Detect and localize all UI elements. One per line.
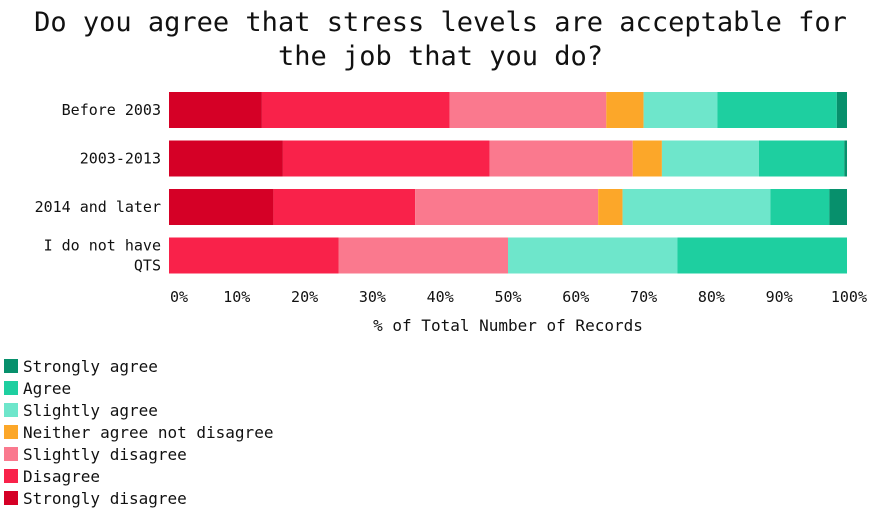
bar-2014-and-later-strongly-agree	[829, 189, 847, 225]
bar-2014-and-later-strongly-disagree	[169, 189, 274, 225]
legend-label-disagree: Disagree	[23, 466, 101, 486]
chart-legend: Strongly agree Agree Slightly agree Neither…	[4, 355, 273, 509]
chart-title-line-2: the job that you do?	[277, 41, 604, 72]
bar-2003-2013-slightly-disagree	[489, 140, 633, 177]
chart-title-line-1: Do you agree that stress levels are acce…	[34, 7, 847, 38]
bar-i-do-not-have-qts-slightly-disagree	[338, 237, 508, 274]
bar-before-2003-slightly-agree	[643, 92, 718, 128]
legend-item-slightly-disagree: Slightly disagree	[4, 443, 273, 465]
bar-2003-2013-strongly-agree	[844, 140, 847, 177]
bar-2014-and-later-slightly-agree	[622, 189, 771, 225]
x-tick-label-40: 40%	[427, 288, 454, 306]
y-tick-label-i-do-not-have-qts: I do not have QTS	[44, 237, 161, 275]
bar-2003-2013-strongly-disagree	[169, 140, 283, 177]
bar-before-2003-strongly-agree	[836, 92, 847, 128]
x-tick-label-90: 90%	[766, 288, 793, 306]
bar-2003-2013-agree	[758, 140, 845, 177]
bar-i-do-not-have-qts-slightly-agree	[508, 237, 678, 274]
legend-swatch-neither-agree-not-disagree	[4, 425, 18, 439]
legend-swatch-disagree	[4, 469, 18, 483]
x-tick-label-100: 100%	[831, 288, 867, 306]
legend-item-strongly-disagree: Strongly disagree	[4, 487, 273, 509]
legend-swatch-slightly-disagree	[4, 447, 18, 461]
stacked-bar-chart: Before 2003 2003-2013 2014 and later I do n…	[35, 92, 867, 335]
legend-swatch-slightly-agree	[4, 403, 18, 417]
x-tick-label-0: 0%	[170, 288, 188, 306]
bar-i-do-not-have-qts-disagree	[169, 237, 339, 274]
legend-item-strongly-agree: Strongly agree	[4, 355, 273, 377]
x-tick-label-10: 10%	[223, 288, 250, 306]
y-tick-label-before-2003: Before 2003	[62, 101, 161, 119]
bar-before-2003-agree	[717, 92, 837, 128]
legend-item-agree: Agree	[4, 377, 273, 399]
x-tick-label-80: 80%	[698, 288, 725, 306]
legend-swatch-strongly-disagree	[4, 491, 18, 505]
legend-item-slightly-agree: Slightly agree	[4, 399, 273, 421]
bar-2003-2013-disagree	[282, 140, 490, 177]
bar-2003-2013-neither-agree-not-disagree	[632, 140, 662, 177]
bar-before-2003-strongly-disagree	[169, 92, 262, 128]
bar-2014-and-later-disagree	[273, 189, 416, 225]
chart-title: Do you agree that stress levels are acce…	[0, 6, 881, 74]
y-tick-label-2014-and-later: 2014 and later	[35, 198, 161, 216]
x-axis-title: % of Total Number of Records	[373, 316, 643, 335]
x-tick-label-70: 70%	[630, 288, 657, 306]
legend-label-agree: Agree	[23, 378, 72, 398]
bar-2014-and-later-neither-agree-not-disagree	[598, 189, 623, 225]
x-tick-label-50: 50%	[494, 288, 521, 306]
legend-label-strongly-disagree: Strongly disagree	[23, 488, 187, 508]
y-tick-label-2003-2013: 2003-2013	[80, 150, 161, 168]
legend-label-slightly-agree: Slightly agree	[23, 400, 158, 420]
legend-item-neither-agree-not-disagree: Neither agree not disagree	[4, 421, 273, 443]
legend-label-neither-agree-not-disagree: Neither agree not disagree	[23, 422, 274, 442]
legend-swatch-agree	[4, 381, 18, 395]
legend-label-slightly-disagree: Slightly disagree	[23, 444, 187, 464]
x-tick-label-30: 30%	[359, 288, 386, 306]
legend-swatch-strongly-agree	[4, 359, 18, 373]
bar-2014-and-later-agree	[770, 189, 830, 225]
x-tick-label-60: 60%	[562, 288, 589, 306]
bar-before-2003-disagree	[261, 92, 450, 128]
x-tick-label-20: 20%	[291, 288, 318, 306]
legend-label-strongly-agree: Strongly agree	[23, 356, 158, 376]
bar-before-2003-neither-agree-not-disagree	[606, 92, 644, 128]
bar-2014-and-later-slightly-disagree	[415, 189, 599, 225]
bar-2003-2013-slightly-agree	[661, 140, 759, 177]
bar-i-do-not-have-qts-agree	[677, 237, 847, 274]
legend-item-disagree: Disagree	[4, 465, 273, 487]
bar-before-2003-slightly-disagree	[449, 92, 607, 128]
